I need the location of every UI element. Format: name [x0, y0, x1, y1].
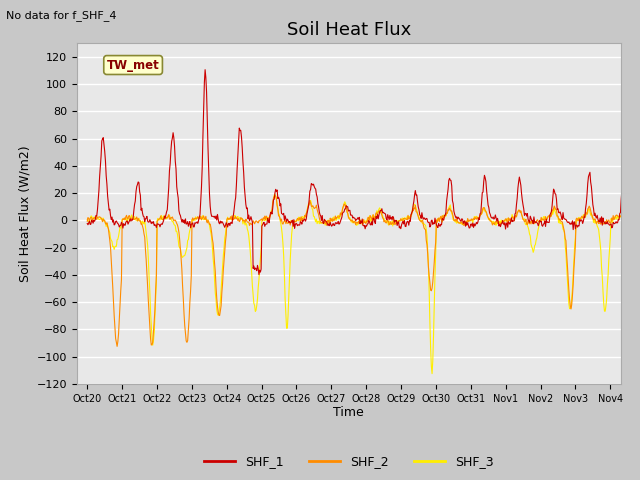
- Text: TW_met: TW_met: [107, 59, 159, 72]
- SHF_2: [83, 218, 91, 224]
- SHF_1: [456, 218, 464, 224]
- SHF_2: [280, 218, 288, 224]
- SHF_2: [150, 330, 157, 336]
- Line: SHF_1: SHF_1: [87, 70, 640, 275]
- Line: SHF_2: SHF_2: [87, 195, 640, 347]
- SHF_3: [280, 253, 287, 259]
- SHF_1: [201, 67, 209, 72]
- SHF_1: [149, 220, 157, 226]
- SHF_2: [252, 218, 260, 224]
- Legend: SHF_1, SHF_2, SHF_3: SHF_1, SHF_2, SHF_3: [199, 450, 499, 473]
- SHF_3: [301, 213, 308, 219]
- SHF_1: [255, 272, 263, 277]
- SHF_3: [83, 216, 91, 222]
- SHF_1: [426, 219, 433, 225]
- Text: No data for f_SHF_4: No data for f_SHF_4: [6, 10, 117, 21]
- SHF_3: [456, 220, 464, 226]
- SHF_1: [252, 266, 260, 272]
- SHF_3: [428, 371, 436, 376]
- SHF_2: [426, 273, 433, 278]
- SHF_2: [113, 344, 121, 349]
- SHF_2: [271, 192, 279, 198]
- SHF_3: [424, 263, 432, 268]
- SHF_1: [83, 221, 91, 227]
- SHF_1: [301, 218, 309, 224]
- SHF_3: [149, 342, 157, 348]
- Title: Soil Heat Flux: Soil Heat Flux: [287, 21, 411, 39]
- SHF_3: [252, 309, 259, 314]
- SHF_2: [301, 214, 309, 219]
- X-axis label: Time: Time: [333, 407, 364, 420]
- Y-axis label: Soil Heat Flux (W/m2): Soil Heat Flux (W/m2): [18, 145, 31, 282]
- SHF_1: [280, 217, 288, 223]
- Line: SHF_3: SHF_3: [87, 194, 640, 373]
- SHF_3: [271, 191, 279, 197]
- SHF_2: [456, 220, 464, 226]
